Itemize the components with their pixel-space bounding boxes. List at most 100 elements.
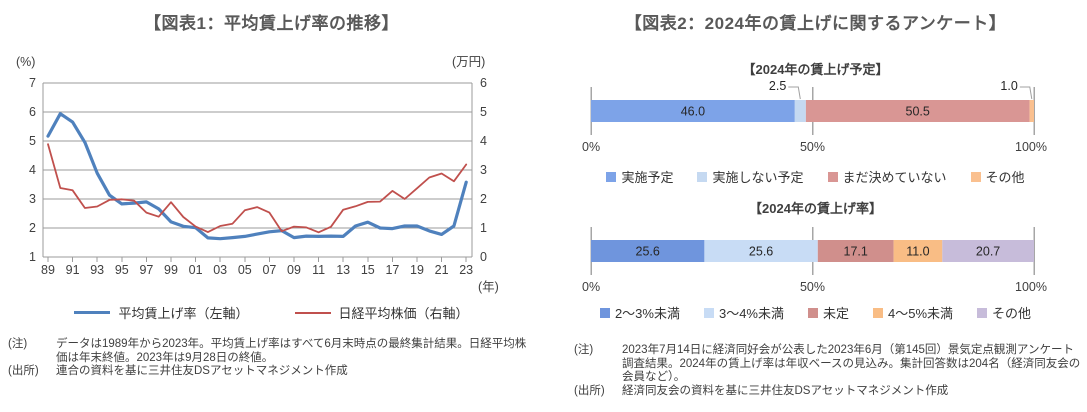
note-text: 2023年7月14日に経済同好会が公表した2023年6月（第145回）景気定点観… — [622, 344, 1081, 384]
legend-label-wage: 平均賃上げ率（左軸） — [118, 306, 249, 321]
svg-text:4: 4 — [480, 134, 487, 148]
legend-swatch — [977, 307, 988, 318]
chart1-notes: (注) データは1989年から2023年。平均賃上げ率はすべて6月末時点の最終集… — [8, 338, 531, 379]
source-label: (出所) — [574, 384, 605, 397]
legend-item: 実施予定 — [606, 167, 673, 186]
panel-survey-2024: 【図表2：2024年の賃上げに関するアンケート】 【2024年の賃上げ予定】 4… — [544, 0, 1087, 412]
note-row: (注) 2023年7月14日に経済同好会が公表した2023年6月（第145回）景… — [574, 344, 1081, 385]
svg-text:0%: 0% — [582, 280, 600, 294]
bar1-subtitle: 【2024年の賃上げ予定】 — [742, 62, 889, 77]
svg-text:21: 21 — [435, 263, 449, 277]
svg-text:1.0: 1.0 — [1000, 79, 1017, 93]
chart1-legend: 平均賃上げ率（左軸） 日経平均株価（右軸） — [0, 303, 543, 322]
svg-text:09: 09 — [287, 263, 301, 277]
chart2-title: 【図表2：2024年の賃上げに関するアンケート】 — [624, 14, 1007, 33]
svg-text:(万円): (万円) — [452, 55, 485, 69]
legend-item: まだ決めていない — [827, 167, 947, 186]
legend-label: 未定 — [823, 306, 850, 321]
legend-label: まだ決めていない — [842, 170, 947, 185]
wage-plan-2024-bar-chart: 46.0 2.5 50.5 1.0 0% 50% 100% — [582, 79, 1047, 154]
chart1-title: 【図表1：平均賃上げ率の推移】 — [144, 14, 399, 33]
source-row: (出所) 経済同友会の資料を基に三井住友DSアセットマネジメント作成 — [574, 385, 1081, 399]
legend-label: 実施しない予定 — [712, 170, 804, 185]
legend-swatch — [606, 171, 617, 182]
svg-text:05: 05 — [238, 263, 252, 277]
svg-text:11.0: 11.0 — [906, 245, 929, 259]
panel-wage-trend: 【図表1：平均賃上げ率の推移】 7 6 5 4 3 2 1 6 5 4 3 2 1 0 (%) (万円) 89 9… — [0, 0, 543, 412]
legend-swatch — [827, 171, 838, 182]
svg-text:2: 2 — [29, 221, 36, 235]
svg-text:2: 2 — [480, 192, 487, 206]
svg-text:07: 07 — [262, 263, 276, 277]
legend-swatch — [808, 307, 818, 318]
svg-text:4: 4 — [29, 163, 36, 177]
note-row: (注) データは1989年から2023年。平均賃上げ率はすべて6月末時点の最終集… — [8, 338, 531, 365]
svg-text:100%: 100% — [1015, 140, 1047, 154]
legend-item: 3～4%未満 — [703, 303, 784, 322]
svg-text:25.6: 25.6 — [636, 245, 660, 259]
svg-text:03: 03 — [213, 263, 227, 277]
svg-text:17.1: 17.1 — [844, 245, 868, 259]
legend-item: その他 — [977, 303, 1031, 322]
svg-text:13: 13 — [336, 263, 350, 277]
svg-text:19: 19 — [410, 263, 424, 277]
svg-text:01: 01 — [189, 263, 203, 277]
svg-text:6: 6 — [480, 76, 487, 90]
source-text: 経済同友会の資料を基に三井住友DSアセットマネジメント作成 — [622, 384, 949, 397]
svg-text:1: 1 — [480, 221, 487, 235]
svg-text:7: 7 — [29, 76, 36, 90]
chart2-notes: (注) 2023年7月14日に経済同好会が公表した2023年6月（第145回）景… — [574, 344, 1081, 398]
note-label: (注) — [8, 338, 28, 350]
svg-text:2.5: 2.5 — [769, 79, 786, 93]
svg-text:23: 23 — [459, 263, 473, 277]
note-label: (注) — [574, 344, 594, 356]
wage-rate-2024-bar-chart: 25.6 25.6 17.1 11.0 20.7 0% 50% 100% — [582, 227, 1047, 294]
legend-item: 実施しない予定 — [697, 167, 804, 186]
svg-text:89: 89 — [41, 263, 55, 277]
svg-text:(年): (年) — [478, 280, 499, 294]
legend-item-wage: 平均賃上げ率（左軸） — [74, 303, 249, 322]
source-row: (出所) 連合の資料を基に三井住友DSアセットマネジメント作成 — [8, 365, 531, 379]
svg-text:17: 17 — [385, 263, 399, 277]
legend-label: 3～4%未満 — [718, 306, 784, 321]
svg-text:15: 15 — [361, 263, 375, 277]
legend-item: 4～5%未満 — [873, 303, 953, 322]
svg-text:0%: 0% — [582, 140, 600, 154]
svg-text:50.5: 50.5 — [906, 105, 930, 119]
bar2-legend: 2～3%未満 3～4%未満 未定 4～5%未満 その他 — [544, 303, 1087, 322]
legend-line-sample-blue — [74, 311, 111, 314]
legend-swatch — [873, 307, 884, 318]
legend-label: その他 — [992, 306, 1032, 321]
svg-text:100%: 100% — [1015, 280, 1047, 294]
legend-item: 2～3%未満 — [599, 303, 680, 322]
legend-swatch — [697, 171, 708, 182]
svg-text:50%: 50% — [800, 280, 825, 294]
source-text: 連合の資料を基に三井住友DSアセットマネジメント作成 — [56, 365, 348, 378]
legend-swatch — [599, 307, 610, 318]
svg-text:5: 5 — [29, 134, 36, 148]
legend-label-nikkei: 日経平均株価（右軸） — [338, 306, 469, 321]
svg-text:97: 97 — [139, 263, 153, 277]
legend-label: その他 — [985, 170, 1025, 185]
svg-text:25.6: 25.6 — [749, 245, 773, 259]
svg-text:46.0: 46.0 — [681, 105, 705, 119]
note-text: データは1989年から2023年。平均賃上げ率はすべて6月末時点の最終集計結果。… — [56, 338, 527, 364]
svg-text:6: 6 — [29, 105, 36, 119]
legend-swatch — [970, 171, 981, 182]
svg-text:0: 0 — [480, 250, 487, 264]
legend-label: 4～5%未満 — [888, 306, 954, 321]
svg-text:95: 95 — [115, 263, 129, 277]
svg-text:50%: 50% — [800, 140, 825, 154]
legend-item: 未定 — [808, 303, 849, 322]
legend-line-sample-red — [294, 311, 331, 314]
legend-swatch — [703, 307, 714, 318]
bar1-legend: 実施予定 実施しない予定 まだ決めていない その他 — [544, 167, 1087, 186]
svg-text:5: 5 — [480, 105, 487, 119]
svg-text:1: 1 — [29, 250, 36, 264]
legend-item-nikkei: 日経平均株価（右軸） — [294, 303, 469, 322]
legend-label: 2～3%未満 — [614, 306, 680, 321]
svg-text:3: 3 — [480, 163, 487, 177]
bar2-subtitle: 【2024年の賃上げ率】 — [749, 201, 882, 216]
